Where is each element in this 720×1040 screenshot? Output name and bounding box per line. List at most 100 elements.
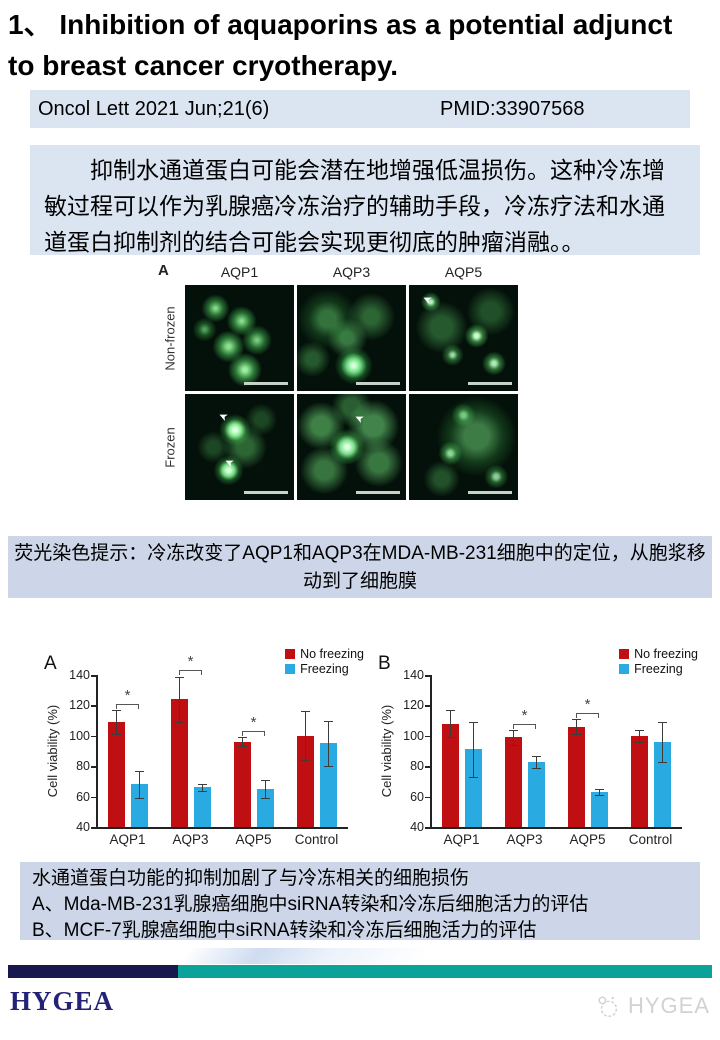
error-bar-cap bbox=[197, 784, 207, 786]
y-tick-mark bbox=[91, 766, 96, 768]
bar-no-freezing bbox=[630, 735, 648, 827]
legend-label: Freezing bbox=[300, 662, 349, 676]
watermark-text: HYGEA bbox=[627, 993, 710, 1018]
error-bar-cap bbox=[508, 744, 518, 746]
footer-bar-navy-segment bbox=[8, 965, 178, 978]
error-bar-cap bbox=[300, 760, 310, 762]
y-tick-label: 40 bbox=[410, 820, 424, 834]
chart-panel-label: B bbox=[378, 653, 391, 674]
bar-freezing bbox=[464, 749, 482, 827]
y-tick-mark bbox=[91, 796, 96, 799]
error-bar-line bbox=[472, 722, 474, 777]
citation-bar: Oncol Lett 2021 Jun;21(6) PMID:33907568 bbox=[30, 90, 690, 128]
error-bar-line bbox=[535, 755, 537, 768]
y-tick-label: 100 bbox=[403, 728, 424, 743]
legend-item: Freezing bbox=[619, 662, 698, 676]
watermark: HYGEA bbox=[594, 992, 710, 1020]
category-label: Control bbox=[628, 832, 673, 847]
error-bar-cap bbox=[197, 790, 207, 792]
bar-no-freezing bbox=[107, 722, 125, 827]
significance-asterisk: * bbox=[187, 653, 194, 671]
legend-swatch bbox=[285, 664, 296, 674]
bar-no-freezing bbox=[441, 723, 459, 827]
error-bar-cap bbox=[323, 766, 333, 768]
error-bar-cap bbox=[174, 722, 184, 724]
charts-row: A Cell viability (%) 40 60 80 100 120 140 AQP1 AQ… bbox=[0, 645, 720, 857]
pmid-label: PMID:33907568 bbox=[440, 98, 585, 120]
error-bar-cap bbox=[634, 729, 644, 731]
column-label-aqp3: AQP3 bbox=[332, 264, 371, 280]
figure-row-frozen: Frozen ➤ ➤ ➤ bbox=[155, 394, 521, 500]
bar-no-freezing bbox=[504, 737, 522, 827]
error-bar-cap bbox=[468, 722, 478, 724]
category-label: Control bbox=[294, 832, 339, 847]
category-label: AQP1 bbox=[443, 832, 480, 847]
bar-chart-b: B Cell viability (%) 40 60 80 100 120 140 AQP1 AQ… bbox=[372, 645, 702, 852]
scale-bar bbox=[244, 382, 288, 385]
significance-bracket bbox=[179, 670, 202, 676]
y-tick-label: 140 bbox=[69, 668, 90, 682]
figure-header: A AQP1 AQP3 AQP5 bbox=[155, 262, 521, 285]
footer-bar-teal-segment bbox=[178, 965, 712, 978]
error-bar-cap bbox=[657, 722, 667, 724]
decorative-wisp bbox=[180, 948, 430, 964]
micrograph-frozen-aqp5 bbox=[409, 394, 518, 500]
error-bar-line bbox=[304, 711, 306, 761]
legend-swatch bbox=[619, 664, 630, 674]
error-bar-cap bbox=[260, 798, 270, 800]
y-tick-mark bbox=[91, 675, 96, 677]
caption-line-3: B、MCF-7乳腺癌细胞中siRNA转染和冷冻后细胞活力的评估 bbox=[32, 920, 537, 941]
error-bar-cap bbox=[445, 709, 455, 711]
journal-reference: Oncol Lett 2021 Jun;21(6) bbox=[38, 98, 270, 120]
error-bar-cap bbox=[300, 711, 310, 713]
chart-panel-label: A bbox=[44, 653, 57, 674]
micrograph-frozen-aqp3: ➤ bbox=[297, 394, 406, 500]
error-bar-cap bbox=[594, 795, 604, 797]
arrow-icon: ➤ bbox=[352, 410, 367, 426]
y-tick-label: 80 bbox=[76, 759, 90, 774]
chart-legend: No freezing Freezing bbox=[619, 647, 698, 677]
micrograph-nonfrozen-aqp1 bbox=[185, 285, 294, 391]
significance-asterisk: * bbox=[124, 686, 131, 704]
error-bar-cap bbox=[237, 737, 247, 739]
caption-line-2: A、Mda-MB-231乳腺癌细胞中siRNA转染和冷冻后细胞活力的评估 bbox=[32, 894, 589, 915]
error-bar-cap bbox=[468, 776, 478, 778]
legend-label: No freezing bbox=[634, 647, 698, 661]
error-bar-cap bbox=[571, 719, 581, 721]
micrograph-nonfrozen-aqp3 bbox=[297, 285, 406, 391]
error-bar-line bbox=[661, 722, 663, 762]
scale-bar bbox=[356, 382, 400, 385]
error-bar-cap bbox=[323, 720, 333, 722]
y-tick-mark bbox=[425, 827, 430, 829]
error-bar-cap bbox=[111, 709, 121, 711]
bar-freezing bbox=[653, 741, 671, 827]
row-label-nonfrozen: Non-frozen bbox=[155, 285, 185, 391]
y-axis-line bbox=[430, 675, 432, 827]
error-bar-cap bbox=[174, 676, 184, 678]
y-tick-mark bbox=[425, 705, 430, 707]
error-bar-cap bbox=[634, 741, 644, 743]
bar-freezing bbox=[193, 787, 211, 827]
chart-legend: No freezing Freezing bbox=[285, 647, 364, 677]
error-bar-line bbox=[598, 789, 600, 796]
significance-bracket bbox=[116, 703, 139, 709]
column-label-aqp5: AQP5 bbox=[444, 264, 483, 280]
brand-logo-text: HYGEA bbox=[10, 986, 115, 1016]
abstract-text-cn: 抑制水通道蛋白可能会潜在地增强低温损伤。这种冷冻增敏过程可以作为乳腺癌冷冻治疗的… bbox=[30, 145, 700, 255]
error-bar-line bbox=[201, 784, 203, 791]
legend-swatch bbox=[285, 649, 296, 659]
page-title: 1、 Inhibition of aquaporins as a potenti… bbox=[8, 9, 673, 81]
legend-label: No freezing bbox=[300, 647, 364, 661]
significance-bracket bbox=[242, 731, 265, 737]
arrow-icon: ➤ bbox=[216, 408, 231, 424]
error-bar-cap bbox=[134, 770, 144, 772]
error-bar-cap bbox=[594, 789, 604, 790]
bar-freezing bbox=[319, 743, 337, 827]
y-tick-mark bbox=[425, 796, 430, 799]
arrow-icon: ➤ bbox=[222, 454, 237, 470]
significance-asterisk: * bbox=[250, 714, 257, 732]
bar-no-freezing bbox=[233, 741, 251, 827]
category-label: AQP3 bbox=[506, 832, 543, 847]
significance-asterisk: * bbox=[521, 706, 528, 724]
